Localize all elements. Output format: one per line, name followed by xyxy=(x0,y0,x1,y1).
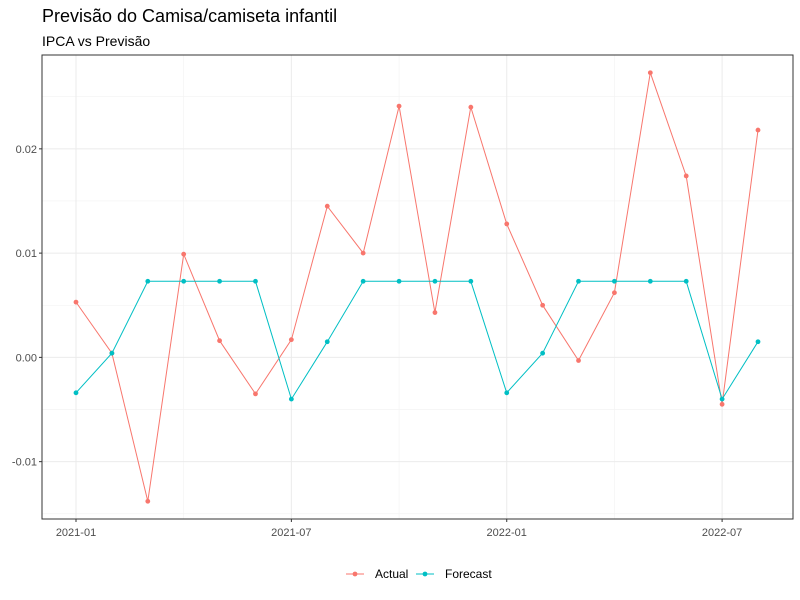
y-tick-label: 0.00 xyxy=(16,352,37,364)
legend-label-forecast: Forecast xyxy=(445,567,492,581)
data-point-forecast xyxy=(719,396,725,402)
data-point-forecast xyxy=(396,278,402,284)
data-point-forecast xyxy=(755,339,761,345)
data-point-forecast xyxy=(432,278,438,284)
data-point-actual xyxy=(217,338,222,344)
data-point-forecast xyxy=(504,390,510,396)
data-point-forecast xyxy=(540,350,546,356)
data-point-actual xyxy=(755,127,761,133)
data-point-actual xyxy=(288,337,294,343)
data-point-actual xyxy=(145,498,151,504)
series-line-forecast xyxy=(75,280,759,401)
data-point-actual xyxy=(73,299,79,305)
data-point-forecast xyxy=(288,396,294,402)
legend-item-forecast: Forecast xyxy=(416,567,492,581)
data-point-forecast xyxy=(324,339,330,345)
data-point-forecast xyxy=(217,278,222,284)
y-tick-label: -0.01 xyxy=(12,457,37,469)
x-tick-label: 2022-01 xyxy=(487,527,527,539)
x-tick-label: 2021-07 xyxy=(271,527,311,539)
data-point-forecast xyxy=(253,278,258,284)
data-point-forecast xyxy=(145,278,151,284)
data-point-actual xyxy=(468,104,474,110)
y-tick-label: 0.01 xyxy=(16,248,37,260)
grid-lines xyxy=(42,55,793,519)
legend-key-point-forecast xyxy=(422,571,428,577)
data-point-actual xyxy=(504,221,510,227)
series-line-actual xyxy=(75,72,759,502)
data-point-actual xyxy=(360,250,366,256)
legend-label-actual: Actual xyxy=(375,567,408,581)
data-point-actual xyxy=(253,391,258,397)
data-point-forecast xyxy=(73,390,79,396)
axis-layer: -0.01 0.00 0.01 0.02 2021-01 2021-07 2022-01 20… xyxy=(12,144,742,539)
data-point-forecast xyxy=(576,278,581,284)
legend: Actual Forecast xyxy=(346,567,492,581)
series-layer xyxy=(73,70,761,504)
x-tick-label: 2021-01 xyxy=(56,527,96,539)
data-point-forecast xyxy=(647,278,653,284)
legend-key-point-actual xyxy=(352,571,358,577)
plot-panel-border xyxy=(41,54,794,520)
chart-subtitle: IPCA vs Previsão xyxy=(42,33,151,49)
data-point-actual xyxy=(683,173,689,179)
x-tick-label: 2022-07 xyxy=(702,527,742,539)
data-point-forecast xyxy=(683,278,689,284)
data-point-forecast xyxy=(109,350,115,356)
data-point-actual xyxy=(612,290,617,296)
chart-title: Previsão do Camisa/camiseta infantil xyxy=(42,6,338,26)
legend-item-actual: Actual xyxy=(346,567,408,581)
data-point-forecast xyxy=(181,278,187,284)
data-point-actual xyxy=(432,310,438,315)
data-point-forecast xyxy=(612,278,617,284)
data-point-actual xyxy=(647,70,653,76)
data-point-actual xyxy=(719,401,725,407)
data-point-actual xyxy=(396,103,402,109)
data-point-actual xyxy=(324,203,330,209)
data-point-actual xyxy=(181,251,187,257)
y-tick-label: 0.02 xyxy=(16,144,37,156)
data-point-actual xyxy=(540,302,546,308)
data-point-actual xyxy=(576,358,581,363)
data-point-forecast xyxy=(360,278,366,284)
data-point-forecast xyxy=(468,278,474,284)
